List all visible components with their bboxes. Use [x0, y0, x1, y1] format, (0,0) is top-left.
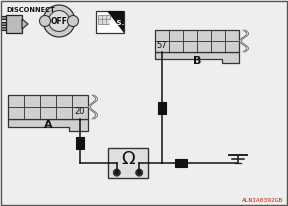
Circle shape — [67, 15, 79, 27]
Bar — [1, 27, 6, 30]
Text: 20: 20 — [75, 107, 85, 116]
Circle shape — [39, 15, 50, 27]
Bar — [158, 102, 166, 114]
Polygon shape — [107, 11, 124, 33]
Polygon shape — [155, 52, 239, 63]
Bar — [175, 159, 187, 167]
Bar — [8, 95, 88, 119]
Bar — [155, 30, 239, 52]
Text: 57: 57 — [157, 41, 167, 50]
Polygon shape — [22, 19, 28, 29]
Text: OFF: OFF — [50, 16, 67, 26]
Text: A: A — [44, 120, 52, 130]
Bar — [96, 11, 124, 33]
Text: ALNIA0392GB: ALNIA0392GB — [242, 198, 283, 203]
Circle shape — [43, 5, 75, 37]
Bar — [76, 137, 84, 149]
Bar — [1, 16, 6, 19]
Bar — [98, 15, 110, 24]
Bar — [1, 22, 6, 25]
Text: Ω: Ω — [121, 150, 135, 168]
Polygon shape — [8, 119, 88, 131]
Bar — [108, 148, 148, 178]
Circle shape — [48, 11, 69, 32]
Circle shape — [136, 169, 143, 176]
Circle shape — [113, 169, 120, 176]
Bar — [6, 15, 22, 33]
Text: DISCONNECT: DISCONNECT — [6, 7, 55, 13]
Text: B: B — [193, 56, 201, 66]
Text: H.S.: H.S. — [108, 20, 124, 26]
